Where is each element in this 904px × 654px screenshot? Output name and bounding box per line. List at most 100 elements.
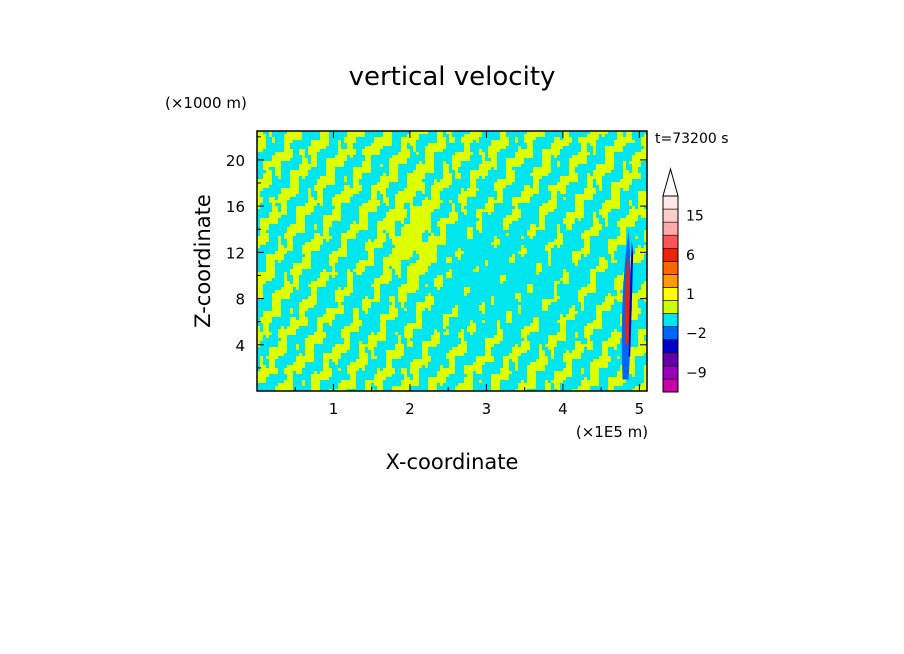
- positive-region: [257, 272, 275, 275]
- positive-region: [299, 305, 314, 308]
- positive-region: [311, 380, 320, 383]
- positive-region: [275, 389, 293, 391]
- positive-region: [332, 266, 335, 269]
- positive-region: [539, 353, 545, 356]
- positive-region: [278, 242, 281, 245]
- positive-region: [527, 377, 536, 380]
- positive-region: [464, 371, 473, 374]
- positive-region: [311, 239, 323, 242]
- positive-region: [551, 380, 563, 383]
- positive-region: [554, 386, 560, 389]
- positive-region: [347, 284, 353, 287]
- positive-region: [257, 179, 272, 182]
- positive-region: [383, 269, 392, 272]
- positive-region: [554, 383, 560, 386]
- positive-region: [326, 164, 344, 167]
- positive-region: [368, 251, 374, 254]
- positive-region: [269, 347, 287, 350]
- positive-region: [359, 350, 365, 353]
- positive-region: [440, 179, 452, 182]
- positive-region: [638, 245, 641, 248]
- positive-region: [314, 188, 323, 191]
- positive-region: [383, 134, 392, 137]
- positive-region: [425, 284, 428, 287]
- positive-region: [596, 317, 602, 320]
- positive-region: [527, 230, 536, 233]
- positive-region: [617, 290, 620, 293]
- positive-region: [431, 188, 443, 191]
- positive-region: [464, 146, 470, 149]
- positive-region: [596, 311, 602, 314]
- positive-region: [479, 380, 482, 383]
- positive-region: [614, 278, 632, 281]
- positive-region: [533, 317, 539, 320]
- positive-region: [323, 269, 326, 272]
- positive-region: [305, 338, 323, 341]
- positive-region: [554, 296, 560, 299]
- positive-region: [401, 230, 425, 233]
- positive-region: [434, 281, 443, 284]
- positive-region: [257, 185, 269, 188]
- positive-region: [638, 197, 647, 200]
- positive-region: [443, 164, 449, 167]
- positive-region: [584, 230, 599, 233]
- positive-region: [626, 356, 635, 359]
- positive-region: [515, 137, 518, 140]
- positive-region: [437, 371, 455, 374]
- positive-region: [431, 338, 440, 341]
- positive-region: [437, 224, 446, 227]
- positive-region: [509, 353, 521, 356]
- positive-region: [257, 293, 263, 296]
- positive-region: [440, 233, 446, 236]
- y-tick-label: 8: [235, 291, 245, 309]
- positive-region: [644, 230, 647, 233]
- positive-region: [323, 365, 329, 368]
- positive-region: [425, 152, 434, 155]
- positive-region: [269, 350, 287, 353]
- positive-region: [521, 344, 530, 347]
- positive-region: [497, 323, 500, 326]
- positive-region: [545, 245, 554, 248]
- positive-region: [389, 167, 398, 170]
- positive-region: [395, 272, 401, 275]
- positive-region: [317, 278, 329, 281]
- positive-region: [440, 230, 446, 233]
- y-tick-label: 20: [226, 152, 245, 170]
- positive-region: [260, 227, 269, 230]
- positive-region: [407, 278, 419, 281]
- colorbar-segment: [662, 221, 679, 236]
- positive-region: [362, 203, 380, 206]
- positive-region: [380, 323, 386, 326]
- positive-region: [362, 161, 371, 164]
- positive-region: [257, 194, 260, 197]
- positive-region: [578, 293, 587, 296]
- positive-region: [410, 368, 419, 371]
- positive-region: [461, 188, 464, 191]
- positive-region: [611, 197, 620, 200]
- positive-region: [323, 227, 329, 230]
- positive-region: [632, 170, 638, 173]
- positive-region: [323, 368, 332, 371]
- positive-region: [620, 218, 638, 221]
- positive-region: [404, 377, 410, 380]
- positive-region: [581, 371, 584, 374]
- positive-region: [320, 131, 329, 134]
- positive-region: [461, 209, 467, 212]
- positive-region: [272, 137, 275, 140]
- positive-region: [581, 308, 584, 311]
- positive-region: [284, 275, 287, 278]
- positive-region: [338, 152, 356, 155]
- positive-region: [257, 287, 263, 290]
- positive-region: [638, 290, 647, 293]
- positive-region: [266, 257, 284, 260]
- positive-region: [380, 191, 386, 194]
- positive-region: [599, 257, 605, 260]
- positive-region: [452, 311, 458, 314]
- positive-region: [257, 371, 278, 374]
- velocity-field: [257, 131, 647, 391]
- positive-region: [365, 242, 383, 245]
- positive-region: [638, 206, 644, 209]
- positive-region: [299, 302, 317, 305]
- positive-region: [476, 221, 482, 224]
- positive-region: [512, 197, 530, 200]
